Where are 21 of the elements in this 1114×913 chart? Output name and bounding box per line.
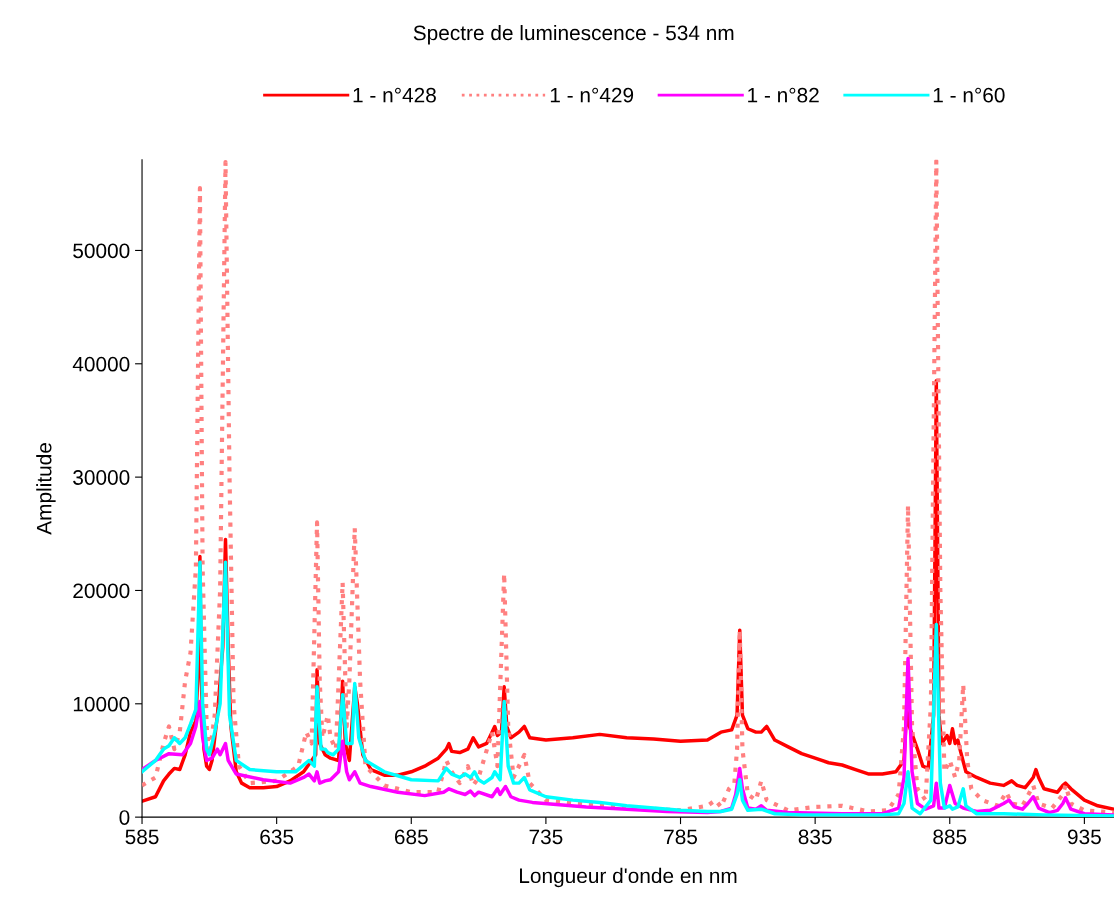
y-tick-label: 40000 (72, 356, 130, 372)
chart-title: Spectre de luminescence - 534 nm (413, 24, 734, 45)
x-tick-label: 835 (798, 829, 832, 845)
x-tick-label: 785 (664, 829, 698, 845)
y-tick-label: 10000 (73, 696, 130, 712)
x-tick-label: 885 (933, 829, 967, 845)
x-tick-label: 735 (529, 829, 563, 845)
y-axis-title: Amplitude (36, 443, 56, 535)
y-tick-label: 0 (119, 810, 130, 825)
x-tick-label: 635 (260, 829, 294, 845)
y-tick-label: 50000 (73, 243, 130, 259)
x-tick-label: 935 (1067, 829, 1101, 845)
x-tick-label: 685 (394, 829, 428, 845)
legend-label: 1 - n°82 (748, 87, 819, 103)
legend-label: 1 - n°428 (353, 87, 436, 103)
x-tick-label: 585 (125, 829, 159, 845)
y-tick-label: 30000 (73, 470, 130, 485)
legend-label: 1 - n°60 (933, 87, 1005, 103)
y-tick-label: 20000 (73, 583, 130, 599)
x-axis-title: Longueur d'onde en nm (520, 867, 737, 888)
legend-label: 1 - n°429 (550, 87, 634, 103)
